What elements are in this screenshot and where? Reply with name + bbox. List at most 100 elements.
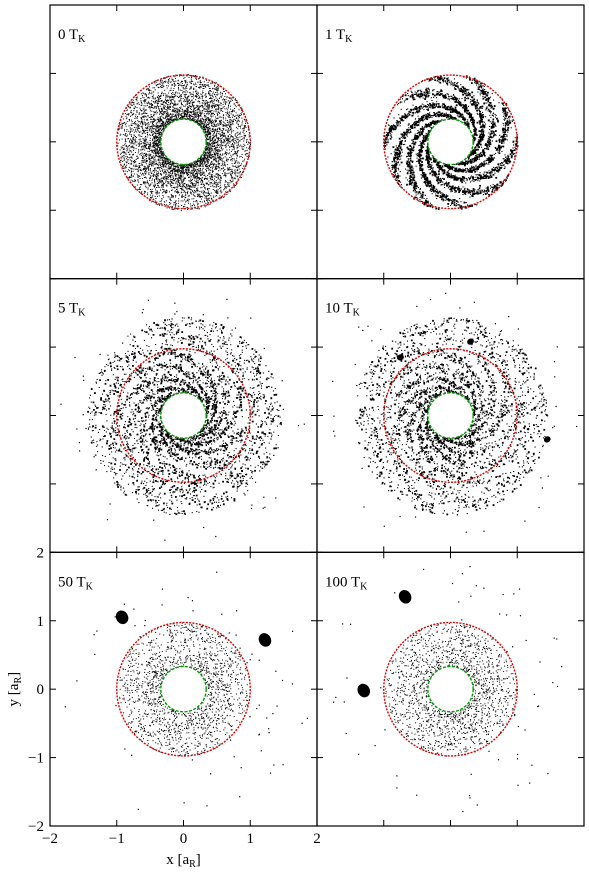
particle: [225, 139, 226, 140]
particle: [195, 96, 196, 97]
particle: [157, 167, 158, 168]
particle: [219, 113, 220, 114]
particle: [208, 119, 209, 120]
particle: [182, 113, 183, 114]
particle: [247, 144, 248, 145]
particle: [224, 140, 225, 141]
particle: [228, 141, 229, 142]
particle: [217, 131, 218, 132]
particle: [211, 179, 212, 180]
particle: [137, 166, 138, 167]
particle: [199, 96, 200, 97]
particle: [222, 155, 223, 156]
particle: [234, 151, 235, 152]
particle: [151, 164, 152, 165]
particle: [219, 128, 220, 129]
particle: [192, 116, 193, 117]
particle: [220, 145, 221, 146]
particle: [227, 168, 228, 169]
particle: [196, 162, 197, 163]
particle: [214, 143, 215, 144]
particle: [221, 197, 222, 198]
particle: [162, 124, 163, 125]
particle: [155, 185, 156, 186]
particle: [144, 159, 145, 160]
particle: [214, 94, 215, 95]
particle: [226, 181, 227, 182]
particle: [173, 183, 174, 184]
particle: [139, 142, 140, 143]
particle: [200, 174, 201, 175]
particle: [154, 114, 155, 115]
particle: [198, 78, 199, 79]
particle: [168, 172, 169, 173]
particle: [140, 131, 141, 132]
particle: [180, 173, 181, 174]
particle: [158, 103, 159, 104]
particle: [153, 87, 154, 88]
particle: [214, 140, 215, 141]
particle: [221, 143, 222, 144]
particle: [160, 153, 161, 154]
particle: [186, 185, 187, 186]
particle: [224, 122, 225, 123]
particle: [227, 127, 228, 128]
particle: [218, 108, 219, 109]
particle: [163, 86, 164, 87]
particle: [226, 124, 227, 125]
particle: [149, 154, 150, 155]
particle: [194, 180, 195, 181]
particle: [150, 169, 151, 170]
particle: [130, 131, 131, 132]
particle: [144, 184, 145, 185]
particle: [140, 140, 141, 141]
particle: [144, 193, 145, 194]
particle: [231, 181, 232, 182]
particle: [200, 111, 201, 112]
particle: [164, 126, 165, 127]
particle: [158, 145, 159, 146]
particle: [235, 120, 236, 121]
particle: [157, 204, 158, 205]
particle: [201, 196, 202, 197]
particle: [204, 191, 205, 192]
particle: [166, 180, 167, 181]
particle: [244, 151, 245, 152]
particle: [168, 83, 169, 84]
particle: [213, 126, 214, 127]
particle: [198, 185, 199, 186]
particle: [228, 106, 229, 107]
particle: [205, 155, 206, 156]
particle: [134, 160, 135, 161]
particle: [235, 171, 236, 172]
particle: [221, 122, 222, 123]
particle: [157, 192, 158, 193]
particle: [195, 165, 196, 166]
particle: [153, 111, 154, 112]
particle: [191, 93, 192, 94]
particle: [153, 199, 154, 200]
particle: [198, 196, 199, 197]
particle: [210, 183, 211, 184]
particle: [131, 170, 132, 171]
particle: [160, 151, 161, 152]
particle: [183, 206, 184, 207]
particle: [154, 106, 155, 107]
particle: [231, 171, 232, 172]
particle: [203, 194, 204, 195]
particle: [208, 168, 209, 169]
particle: [181, 81, 182, 82]
particle: [177, 83, 178, 84]
particle: [133, 110, 134, 111]
particle: [196, 86, 197, 87]
particle: [142, 113, 143, 114]
particle: [142, 178, 143, 179]
particle: [190, 187, 191, 188]
particle: [185, 178, 186, 179]
particle: [224, 142, 225, 143]
particle: [236, 141, 237, 142]
particle: [162, 114, 163, 115]
particle: [155, 192, 156, 193]
particle: [208, 114, 209, 115]
particle: [206, 192, 207, 193]
